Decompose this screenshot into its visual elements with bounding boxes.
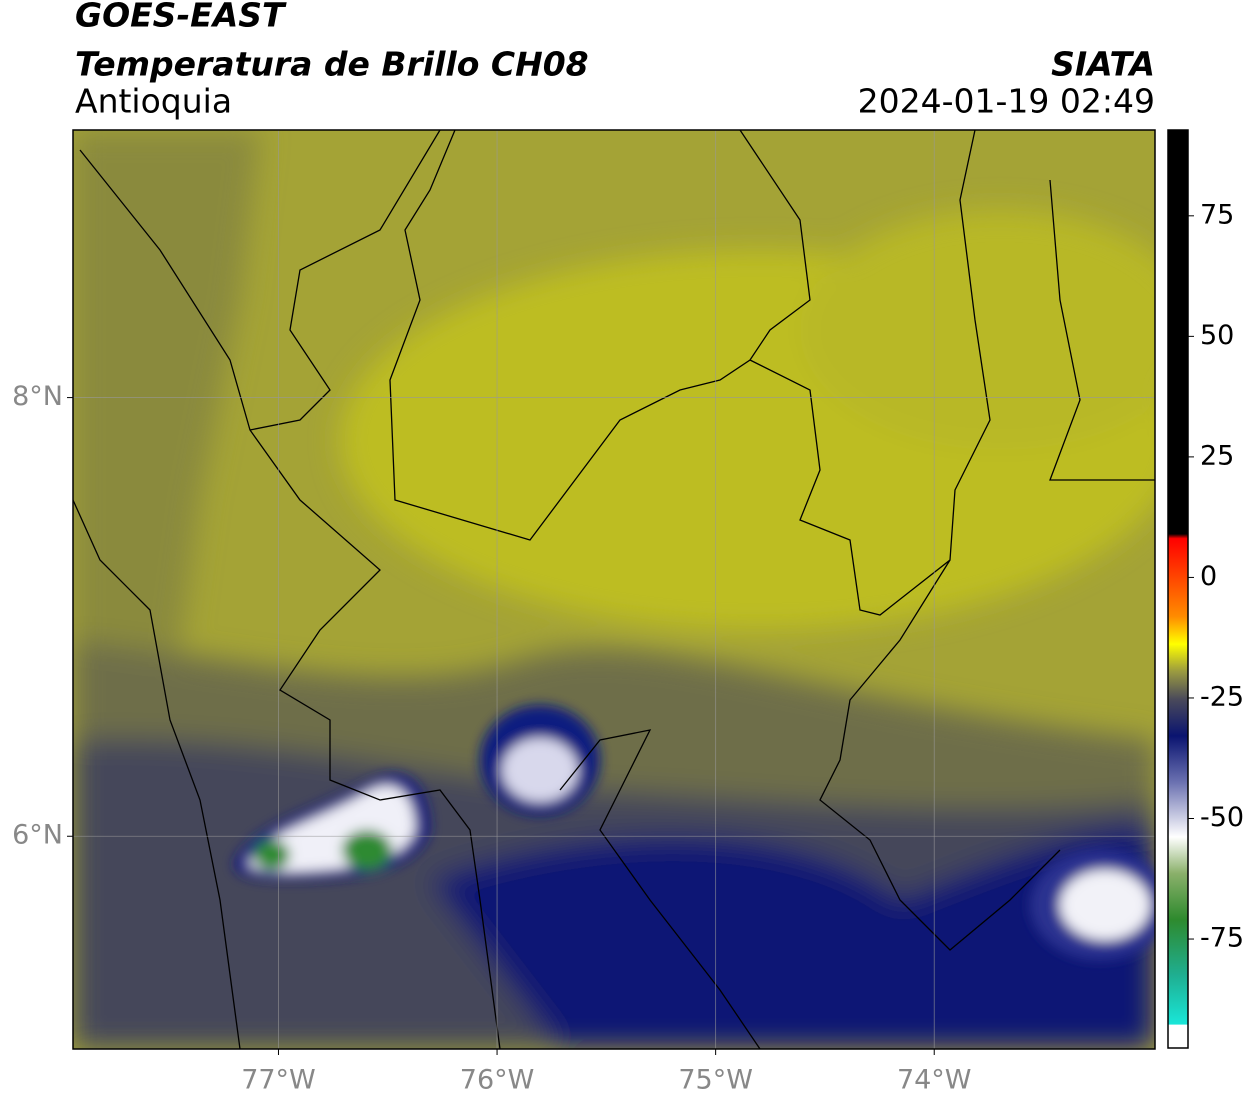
- source: SIATA: [1051, 45, 1155, 84]
- title: GOES-EAST: [75, 0, 287, 35]
- x-tick-label: 76°W: [460, 1065, 535, 1096]
- border: [1049, 179, 1155, 481]
- border: [749, 130, 991, 616]
- region: Antioquia: [75, 82, 232, 121]
- border: [819, 559, 1061, 951]
- cool-region: [73, 130, 260, 700]
- map-imagery: [73, 130, 1155, 1049]
- x-tick-label: 77°W: [241, 1065, 316, 1096]
- coast: [249, 130, 441, 431]
- x-tick-label: 74°W: [897, 1065, 972, 1096]
- grid: [73, 130, 1155, 1049]
- cloud-top: [502, 738, 578, 802]
- x-tick-label: 75°W: [678, 1065, 753, 1096]
- y-tick-label: 6°N: [12, 820, 63, 851]
- coast: [73, 499, 241, 1049]
- y-tick-label: 8°N: [12, 381, 63, 412]
- cloud-core: [342, 830, 392, 870]
- subtitle: Temperatura de Brillo CH08: [75, 45, 589, 84]
- border: [79, 149, 501, 1049]
- cloud-core: [254, 840, 290, 870]
- colorbar-tick-label: -50: [1200, 802, 1244, 833]
- cold-cloud: [430, 828, 1155, 1049]
- colorbar-tick-label: -75: [1200, 923, 1244, 954]
- cloud-top: [1060, 870, 1150, 940]
- colorbar-tick-label: 25: [1200, 440, 1234, 471]
- border: [559, 729, 761, 1049]
- colorbar-tick-label: 75: [1200, 199, 1234, 230]
- border: [389, 130, 811, 541]
- colorbar-tick-label: 50: [1200, 320, 1234, 351]
- warm-region: [800, 210, 1155, 450]
- colorbar-tick-label: -25: [1200, 681, 1244, 712]
- map-frame: [72, 129, 1156, 1050]
- colorbar: [1167, 129, 1189, 1049]
- datetime: 2024-01-19 02:49: [858, 82, 1155, 121]
- boundaries: [73, 130, 1155, 1049]
- colorbar-tick-label: 0: [1200, 561, 1217, 592]
